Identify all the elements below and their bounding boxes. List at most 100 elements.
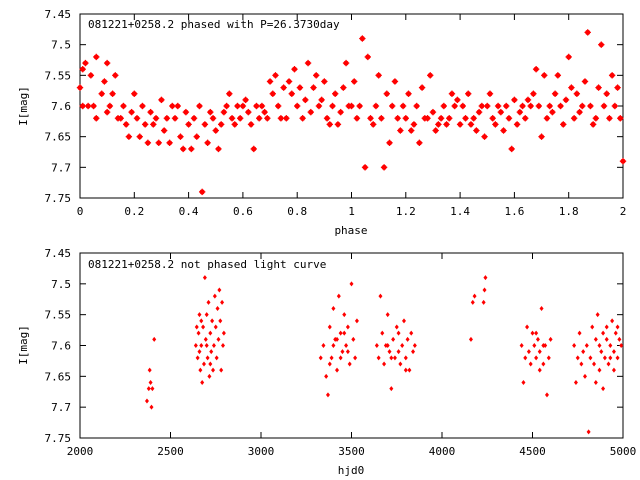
data-point: [106, 102, 114, 110]
data-point: [177, 133, 184, 140]
data-point: [146, 386, 151, 392]
data-point: [482, 287, 487, 293]
data-point: [340, 349, 345, 355]
chart-title: 081221+0258.2 phased with P=26.3730day: [88, 18, 340, 31]
data-point: [234, 102, 241, 110]
data-point: [484, 102, 491, 110]
data-point: [595, 84, 602, 91]
data-point: [505, 115, 513, 122]
data-point: [370, 121, 377, 128]
data-point: [608, 72, 616, 79]
data-point: [174, 102, 181, 110]
data-point: [508, 145, 515, 153]
data-point: [207, 373, 212, 379]
data-point: [382, 361, 387, 367]
y-tick-label: 7.7: [51, 401, 71, 414]
data-point: [500, 127, 507, 134]
data-point: [179, 145, 187, 153]
x-tick-label: 3000: [248, 445, 275, 458]
y-tick-label: 7.45: [45, 247, 72, 260]
data-point: [247, 121, 255, 128]
data-point: [577, 330, 582, 336]
data-point: [199, 343, 204, 348]
data-point: [528, 361, 533, 367]
data-point: [546, 102, 553, 110]
data-point: [109, 90, 116, 97]
data-point: [537, 367, 542, 373]
data-point: [613, 330, 618, 336]
data-point: [456, 121, 464, 128]
data-point: [331, 343, 336, 348]
data-point: [604, 336, 609, 342]
data-point: [215, 145, 222, 153]
data-point: [199, 318, 204, 324]
data-point: [541, 361, 546, 367]
data-point: [90, 102, 97, 110]
data-point: [595, 312, 600, 318]
x-tick-label: 0.4: [179, 205, 199, 218]
data-point: [560, 121, 567, 128]
data-point: [310, 84, 317, 91]
data-point: [280, 84, 287, 91]
data-point: [462, 115, 469, 122]
data-point: [348, 102, 355, 110]
data-point: [152, 336, 157, 342]
data-point: [120, 102, 127, 110]
data-point: [606, 361, 611, 367]
data-point: [526, 349, 531, 355]
data-point: [494, 102, 502, 110]
data-point: [372, 102, 380, 110]
data-point: [342, 330, 347, 336]
data-point: [617, 336, 622, 342]
data-point: [291, 66, 298, 73]
data-point: [335, 367, 340, 373]
data-point: [152, 115, 160, 122]
data-point: [202, 275, 207, 281]
data-point: [590, 324, 595, 330]
data-point: [326, 121, 333, 128]
data-point: [195, 355, 200, 361]
data-point: [593, 336, 598, 342]
data-point: [603, 90, 610, 97]
data-point: [617, 115, 624, 122]
data-point: [586, 429, 591, 435]
data-point: [615, 355, 620, 361]
data-point: [383, 90, 390, 97]
data-point: [321, 343, 326, 348]
data-point: [608, 343, 613, 348]
data-point: [242, 96, 249, 104]
data-point: [375, 72, 382, 79]
data-point: [283, 115, 290, 122]
data-point: [353, 355, 358, 361]
axis-ticks: 0 0.2 0.4 0.6 0.8 1 1.2 1.4 1.6 1.8 2 7.45 7.5 7.55 7.…: [45, 8, 627, 218]
data-point: [299, 115, 306, 122]
data-point: [582, 373, 587, 379]
data-point: [573, 90, 581, 97]
x-axis-label: phase: [334, 224, 367, 237]
x-tick-label: 0.6: [233, 205, 253, 218]
data-point: [206, 299, 211, 305]
data-point: [378, 293, 383, 299]
data-point: [294, 102, 301, 110]
data-point: [218, 318, 223, 324]
data-point: [451, 102, 458, 110]
data-point: [351, 336, 356, 342]
data-point: [398, 361, 403, 367]
data-point: [327, 361, 332, 367]
data-point: [221, 330, 226, 336]
data-point: [481, 133, 488, 140]
data-point: [220, 299, 225, 305]
data-point: [245, 108, 252, 116]
data-point: [532, 343, 537, 348]
data-point: [385, 343, 390, 348]
data-point: [579, 361, 584, 367]
data-point: [313, 72, 320, 79]
data-point: [389, 355, 394, 361]
data-point: [524, 96, 532, 104]
data-point: [204, 139, 211, 146]
data-point: [522, 115, 529, 122]
data-point: [327, 324, 332, 330]
data-point: [101, 78, 108, 85]
data-point: [615, 324, 620, 330]
x-tick-label: 0.2: [124, 205, 144, 218]
